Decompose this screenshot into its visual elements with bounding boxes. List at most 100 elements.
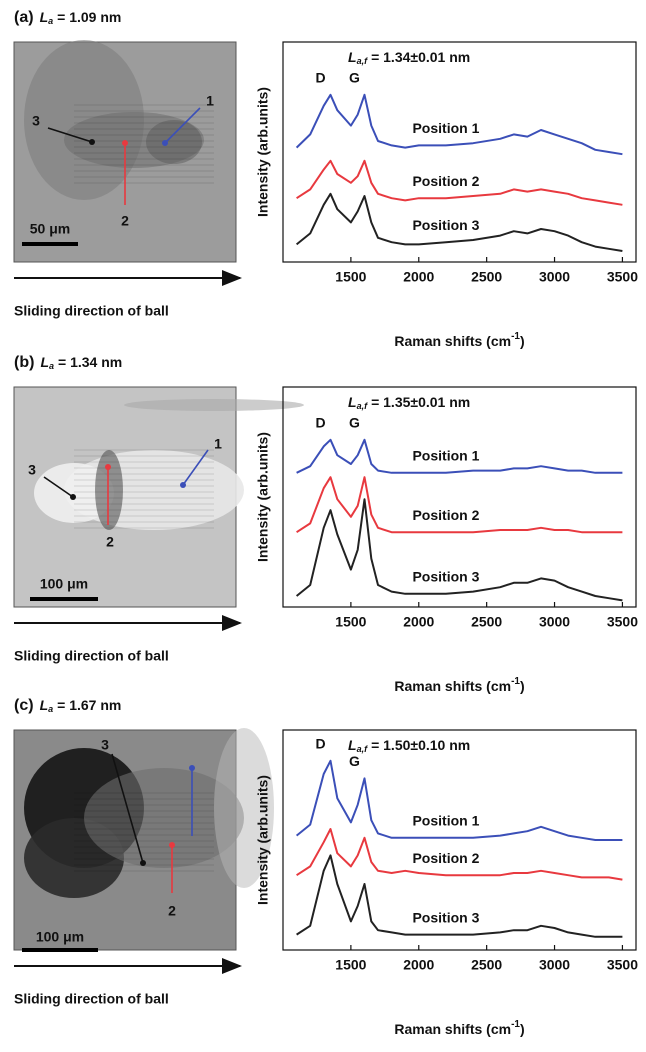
- marker-line: [43, 476, 74, 498]
- caption: Sliding direction of ball: [14, 991, 169, 1007]
- x-tick-label: 3500: [607, 269, 638, 285]
- annotation-symbol: L: [348, 49, 357, 65]
- marker-dot: [189, 765, 195, 771]
- x-axis-title-end: ): [520, 333, 525, 349]
- plot-frame: [282, 729, 637, 951]
- x-axis-title-end: ): [520, 678, 525, 694]
- scale-bar-label: 100 μm: [40, 576, 88, 592]
- panel-label: (a): [14, 9, 34, 26]
- x-tick-label: 3500: [607, 957, 638, 973]
- spectrum: [295, 93, 623, 156]
- annotation-text: = 1.34±0.01 nm: [371, 49, 470, 65]
- caption: Sliding direction of ball: [14, 648, 169, 664]
- x-axis-title-end: ): [520, 1021, 525, 1037]
- x-axis-title-sup: -1: [511, 676, 520, 687]
- x-tick-label: 3500: [607, 614, 638, 630]
- annotation: La,f = 1.34±0.01 nm: [348, 49, 470, 67]
- micrograph-feature: [84, 768, 244, 868]
- x-axis-title-sup: -1: [511, 1019, 520, 1030]
- x-axis-title: Raman shifts (cm-1): [394, 676, 524, 694]
- marker-dot: [89, 139, 95, 145]
- panel-label: (b): [14, 354, 34, 371]
- marker-dot: [180, 482, 186, 488]
- marker-dot: [140, 860, 146, 866]
- la-symbol: L: [40, 354, 49, 370]
- la-subscript: a: [49, 361, 54, 371]
- micrograph-feature: [34, 463, 114, 523]
- marker-label: 3: [32, 113, 40, 129]
- x-tick-label: 3000: [539, 269, 570, 285]
- panel-header: (b) La = 1.34 nm: [14, 354, 122, 372]
- panel-header: (a) La = 1.09 nm: [14, 9, 121, 27]
- x-tick-label: 2000: [403, 614, 434, 630]
- spectrum: [296, 159, 623, 206]
- series-label: Position 2: [412, 850, 479, 866]
- series-label: Position 2: [412, 173, 479, 189]
- series-label: Position 1: [412, 120, 479, 136]
- x-axis-title: Raman shifts (cm-1): [394, 1019, 524, 1037]
- micrograph-feature: [124, 399, 304, 411]
- x-tick-label: 3000: [539, 614, 570, 630]
- x-tick-label: 2500: [471, 614, 502, 630]
- annotation-symbol: L: [348, 394, 357, 410]
- la-value: = 1.67 nm: [57, 697, 121, 713]
- marker-line: [111, 753, 144, 864]
- plot-frame: [282, 386, 637, 608]
- annotation: La,f = 1.35±0.01 nm: [348, 394, 470, 412]
- x-tick-label: 2500: [471, 957, 502, 973]
- series-label: Position 3: [412, 569, 479, 585]
- micrograph-feature: [214, 728, 274, 888]
- spectrum: [295, 498, 623, 602]
- spectrum: [296, 828, 623, 881]
- marker-label: 3: [101, 737, 109, 753]
- marker-dot: [122, 140, 128, 146]
- la-value: = 1.09 nm: [57, 9, 121, 25]
- series-label: Position 1: [412, 813, 479, 829]
- x-axis-title-text: Raman shifts (cm: [394, 678, 511, 694]
- y-axis-title: Intensity (arb.units): [255, 87, 271, 217]
- annotation-text: = 1.50±0.10 nm: [371, 737, 470, 753]
- spectrum: [296, 476, 623, 534]
- marker-dot: [70, 494, 76, 500]
- scale-bar-label: 100 μm: [36, 929, 84, 945]
- micrograph-feature: [146, 120, 202, 164]
- annotation-subscript: a,f: [357, 56, 369, 66]
- la-subscript: a: [48, 704, 53, 714]
- la-symbol: L: [40, 697, 49, 713]
- la-subscript: a: [48, 16, 53, 26]
- peak-label: G: [349, 415, 360, 431]
- la-value: = 1.34 nm: [58, 354, 122, 370]
- series-label: Position 3: [412, 217, 479, 233]
- spectrum: [296, 438, 623, 474]
- marker-dot: [105, 464, 111, 470]
- caption: Sliding direction of ball: [14, 303, 169, 319]
- peak-label: D: [315, 415, 325, 431]
- marker-label: 1: [214, 436, 222, 452]
- marker-line: [47, 127, 93, 143]
- x-axis-title-text: Raman shifts (cm: [394, 1021, 511, 1037]
- spectrum: [295, 759, 623, 841]
- spectrum: [295, 192, 623, 252]
- marker-line: [164, 107, 201, 144]
- x-tick-label: 2500: [471, 269, 502, 285]
- x-axis-title-text: Raman shifts (cm: [394, 333, 511, 349]
- annotation-text: = 1.35±0.01 nm: [371, 394, 470, 410]
- marker-label: 2: [168, 903, 176, 919]
- series-label: Position 3: [412, 909, 479, 925]
- x-tick-label: 2000: [403, 957, 434, 973]
- annotation-symbol: L: [348, 737, 357, 753]
- scale-bar-label: 50 μm: [30, 221, 70, 237]
- micrograph-feature: [95, 450, 123, 530]
- marker-label: 3: [28, 462, 36, 478]
- annotation-subscript: a,f: [357, 401, 369, 411]
- marker-line: [182, 449, 209, 486]
- panel-header: (c) La = 1.67 nm: [14, 697, 121, 715]
- x-tick-label: 1500: [335, 614, 366, 630]
- x-axis-title-sup: -1: [511, 331, 520, 342]
- peak-label: G: [349, 70, 360, 86]
- annotation-subscript: a,f: [357, 744, 369, 754]
- series-label: Position 1: [412, 448, 479, 464]
- panel-label: (c): [14, 697, 34, 714]
- marker-dot: [162, 140, 168, 146]
